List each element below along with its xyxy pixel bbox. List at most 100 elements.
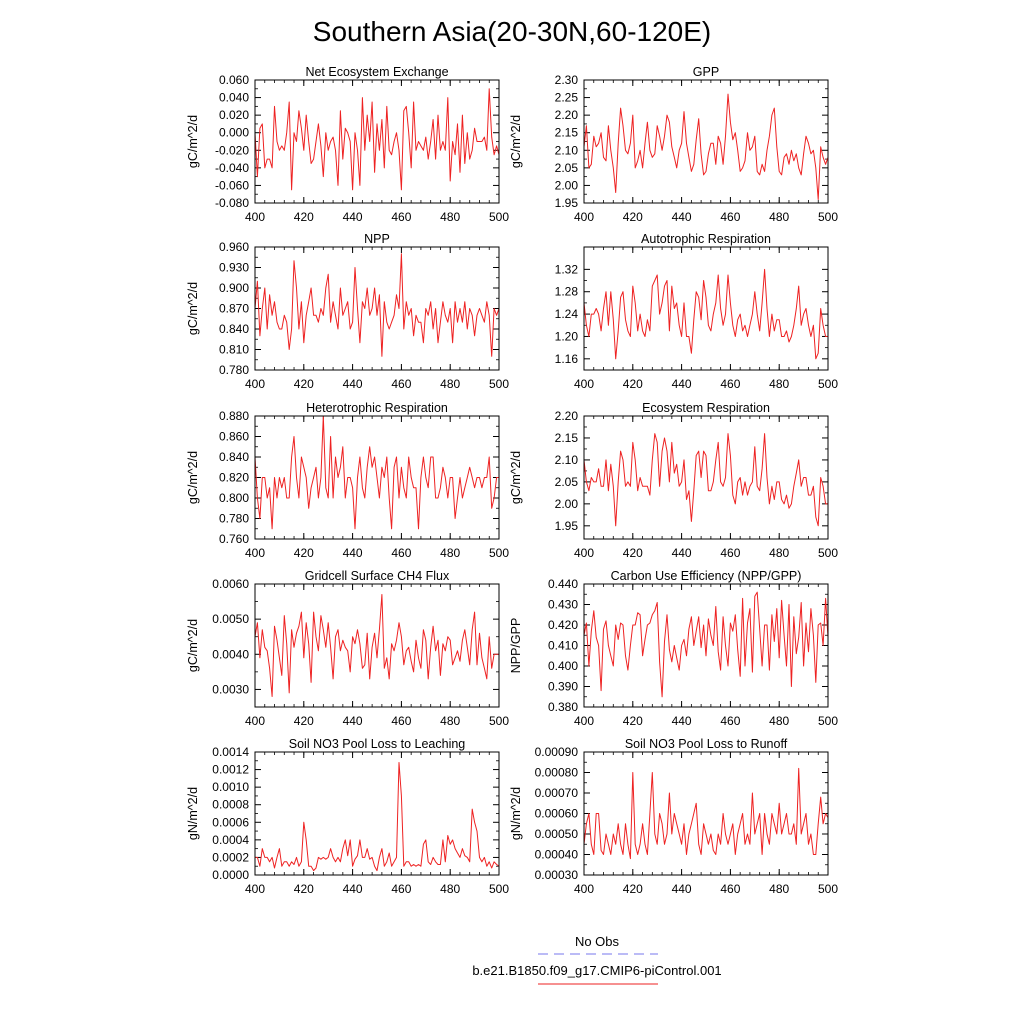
x-tick-label: 500 [489,377,509,391]
y-tick-label: 0.820 [219,471,249,485]
x-tick-label: 500 [489,210,509,224]
figure-title: Southern Asia(20-30N,60-120E) [313,16,711,47]
y-axis-label: gC/m^2/d [509,115,523,168]
panels: 400 420 440 460 480 500 -0.080 -0.060 -0.040 -0.0… [186,65,838,896]
y-axis-label: gC/m^2/d [509,451,523,504]
y-axis-label: NPP/GPP [509,618,523,674]
x-tick-label: 460 [391,546,411,560]
x-tick-label: 480 [769,714,789,728]
y-tick-label: 0.00070 [535,786,579,800]
x-tick-label: 500 [818,546,838,560]
panel-5: 400 420 440 460 480 500 1.95 2.00 2.05 2.10 2.15 2.… [509,401,838,560]
y-tick-label: -0.080 [215,196,249,210]
y-tick-label: 0.00050 [535,827,579,841]
x-tick-label: 440 [672,377,692,391]
y-tick-label: 0.780 [219,512,249,526]
plot-frame [583,583,829,708]
y-axis-label: gN/m^2/d [509,787,523,840]
panel-title: Ecosystem Respiration [642,401,770,415]
plot-frame [583,751,829,876]
legend-label-no-obs: No Obs [575,934,620,949]
x-tick-label: 400 [574,882,594,896]
panel-2: 400 420 440 460 480 500 0.780 0.810 0.840 0.870 0.… [186,232,509,391]
x-tick-label: 480 [769,882,789,896]
y-tick-label: 2.20 [555,409,579,423]
x-tick-label: 480 [769,546,789,560]
plot-frame [583,79,829,204]
x-tick-label: 400 [245,546,265,560]
x-tick-label: 420 [294,546,314,560]
y-axis-label: gC/m^2/d [186,451,200,504]
y-tick-label: 2.25 [555,91,579,105]
x-tick-label: 420 [623,377,643,391]
series-line-0 [254,88,500,191]
series-line-0 [255,762,500,872]
y-tick-label: 0.0000 [212,868,249,882]
y-tick-label: 0.0012 [212,763,249,777]
x-tick-label: 400 [574,714,594,728]
y-tick-label: 1.16 [555,352,579,366]
y-tick-label: 1.32 [555,262,579,276]
x-tick-label: 460 [720,546,740,560]
y-tick-label: 0.00090 [535,745,579,759]
y-tick-label: -0.020 [215,143,249,157]
y-tick-label: 0.430 [548,598,578,612]
x-tick-label: 460 [391,210,411,224]
x-tick-label: 440 [343,882,363,896]
y-tick-label: 0.420 [548,618,578,632]
x-tick-label: 500 [818,714,838,728]
y-tick-label: -0.060 [215,178,249,192]
panel-0: 400 420 440 460 480 500 -0.080 -0.060 -0.040 -0.0… [186,65,509,224]
panel-title: Gridcell Surface CH4 Flux [305,569,450,583]
y-tick-label: 0.00060 [535,807,579,821]
y-tick-label: 0.0050 [212,612,249,626]
plot-frame [254,246,500,371]
panel-title: GPP [693,65,719,79]
y-tick-label: 0.860 [219,430,249,444]
x-tick-label: 420 [623,546,643,560]
plot-frame [254,415,500,540]
y-tick-label: 0.0040 [212,647,249,661]
panel-title: Carbon Use Efficiency (NPP/GPP) [611,569,802,583]
series-line-0 [583,268,828,360]
x-tick-label: 460 [391,377,411,391]
x-tick-label: 440 [343,210,363,224]
x-tick-label: 480 [440,882,460,896]
x-tick-label: 440 [343,377,363,391]
y-tick-label: 0.410 [548,639,578,653]
x-tick-label: 500 [818,377,838,391]
x-tick-label: 420 [294,714,314,728]
panel-title: Heterotrophic Respiration [306,401,448,415]
x-tick-label: 500 [818,882,838,896]
y-tick-label: 0.000 [219,126,249,140]
panel-3: 400 420 440 460 480 500 1.16 1.20 1.24 1.28 1.32 Au… [555,232,839,391]
y-tick-label: 0.400 [548,659,578,673]
y-tick-label: 1.24 [555,307,579,321]
x-tick-label: 400 [574,210,594,224]
x-tick-label: 400 [574,377,594,391]
x-tick-label: 480 [440,546,460,560]
panel-9: 400 420 440 460 480 500 0.00030 0.00040 0.00050 0… [509,737,838,896]
panel-1: 400 420 440 460 480 500 1.95 2.00 2.05 2.10 2.15 2.… [509,65,838,224]
y-tick-label: 0.760 [219,532,249,546]
y-tick-label: 0.0002 [212,850,249,864]
x-tick-label: 420 [623,210,643,224]
plot-frame [583,246,829,371]
y-tick-label: 0.0004 [212,833,249,847]
plot-frame [254,583,500,708]
y-tick-label: 2.10 [555,143,579,157]
y-tick-label: 0.0006 [212,815,249,829]
series-line-0 [583,591,829,698]
y-tick-label: 0.800 [219,491,249,505]
x-tick-label: 440 [672,714,692,728]
x-tick-label: 460 [720,714,740,728]
y-axis-label: gC/m^2/d [186,282,200,335]
plot-frame [583,415,829,540]
x-tick-label: 440 [672,546,692,560]
x-tick-label: 400 [245,882,265,896]
x-tick-label: 480 [440,210,460,224]
plot-frame [254,79,500,204]
y-tick-label: 2.15 [555,431,579,445]
x-tick-label: 400 [574,546,594,560]
x-tick-label: 440 [343,546,363,560]
